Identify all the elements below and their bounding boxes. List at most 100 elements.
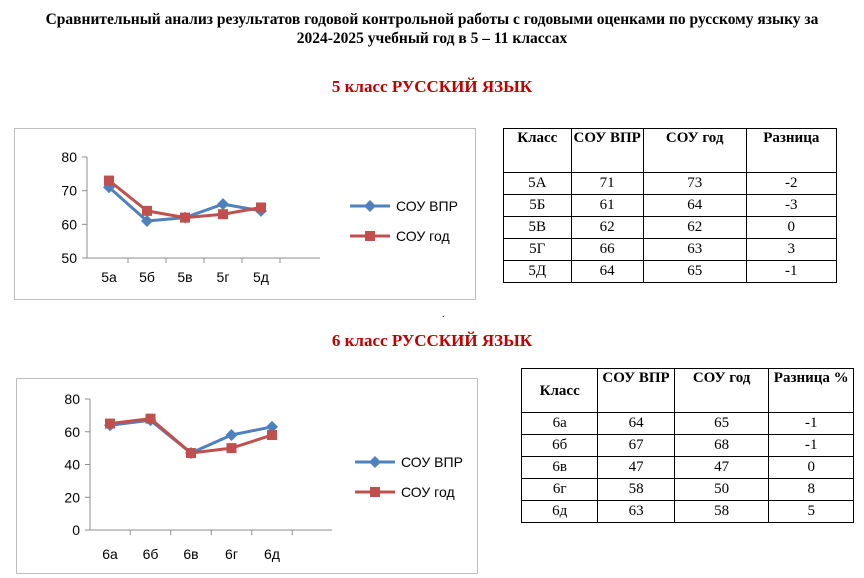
col-header-class: Класс bbox=[520, 368, 599, 413]
stray-dot: . bbox=[442, 309, 445, 320]
chart-grade-6-svg: 0 20 40 60 80 6а 6б 6в 6г 6д СОУ ВПР СОУ год bbox=[64, 391, 463, 562]
chart-0-legend-marker-0 bbox=[364, 200, 376, 212]
cell-difference: 3 bbox=[745, 238, 838, 261]
cell-sou-vpr: 58 bbox=[597, 478, 675, 501]
cell-class: 5А bbox=[503, 172, 572, 195]
cell-sou-year: 68 bbox=[673, 434, 770, 457]
col-header-sou-vpr: СОУ ВПР bbox=[597, 368, 675, 413]
chart-0-legend-label-0: СОУ ВПР bbox=[396, 198, 458, 214]
table-row: 6а 64 65 -1 bbox=[520, 412, 854, 435]
chart-0-x-tick-label: 5д bbox=[253, 269, 269, 285]
cell-class: 6в bbox=[520, 456, 599, 479]
cell-sou-year: 50 bbox=[673, 478, 770, 501]
chart-0-point-year bbox=[256, 202, 266, 213]
cell-sou-year: 47 bbox=[673, 456, 770, 479]
cell-class: 5В bbox=[503, 216, 572, 239]
cell-sou-vpr: 71 bbox=[570, 172, 644, 195]
cell-sou-year: 65 bbox=[642, 260, 747, 283]
chart-0-point-vpr bbox=[217, 198, 229, 211]
chart-1-legend-label-1: СОУ год bbox=[401, 484, 455, 500]
chart-0-point-vpr bbox=[141, 214, 153, 227]
chart-0-x-tick-label: 5а bbox=[101, 269, 117, 285]
table-row: 5Г 66 63 3 bbox=[503, 238, 838, 261]
section-heading-grade-6: 6 класс РУССКИЙ ЯЗЫК bbox=[331, 331, 533, 350]
table-row: 6в 47 47 0 bbox=[520, 456, 854, 479]
chart-1-y-tick-label: 40 bbox=[64, 457, 80, 473]
col-header-sou-vpr: СОУ ВПР bbox=[570, 128, 644, 173]
cell-class: 6б bbox=[520, 434, 599, 457]
cell-sou-year: 62 bbox=[642, 216, 747, 239]
chart-grade-5: 50 60 70 80 5а 5б 5в 5г 5д СОУ ВПР СОУ год bbox=[14, 128, 476, 300]
table-row: 5А 71 73 -2 bbox=[503, 172, 838, 195]
cell-sou-year: 63 bbox=[642, 238, 747, 261]
chart-1-point-year bbox=[145, 413, 156, 424]
chart-1-x-tick-label: 6б bbox=[143, 546, 159, 562]
cell-class: 5Б bbox=[503, 194, 572, 217]
chart-0-legend-marker-1 bbox=[365, 231, 375, 241]
table-row: 6г 58 50 8 bbox=[520, 478, 854, 501]
table-header-row: Класс СОУ ВПР СОУ год Разница % bbox=[520, 368, 854, 413]
cell-sou-year: 64 bbox=[642, 194, 747, 217]
cell-sou-year: 73 bbox=[642, 172, 747, 195]
cell-difference: 5 bbox=[768, 500, 854, 523]
chart-0-y-tick-label: 70 bbox=[61, 183, 77, 199]
cell-difference: 8 bbox=[768, 478, 854, 501]
chart-1-legend-marker-1 bbox=[370, 487, 380, 497]
cell-sou-year: 65 bbox=[673, 412, 770, 435]
col-header-sou-year: СОУ год bbox=[642, 128, 747, 173]
cell-sou-vpr: 64 bbox=[570, 260, 644, 283]
chart-1-point-year bbox=[226, 443, 237, 454]
chart-0-point-year bbox=[104, 175, 114, 186]
document-title: Сравнительный анализ результатов годовой… bbox=[45, 11, 819, 47]
chart-1-y-tick-label: 80 bbox=[64, 391, 80, 407]
chart-1-y-tick-label: 0 bbox=[72, 522, 80, 538]
chart-0-point-year bbox=[142, 205, 152, 216]
cell-sou-vpr: 64 bbox=[597, 412, 675, 435]
chart-1-legend-label-0: СОУ ВПР bbox=[401, 454, 463, 470]
cell-difference: -1 bbox=[768, 412, 854, 435]
table-grade-6: Класс СОУ ВПР СОУ год Разница % 6а 64 65 -1… bbox=[520, 368, 854, 523]
cell-difference: -3 bbox=[745, 194, 838, 217]
col-header-difference: Разница % bbox=[768, 368, 854, 413]
col-header-sou-year: СОУ год bbox=[673, 368, 770, 413]
chart-1-point-vpr bbox=[225, 429, 238, 442]
cell-sou-vpr: 67 bbox=[597, 434, 675, 457]
cell-sou-vpr: 47 bbox=[597, 456, 675, 479]
cell-class: 6г bbox=[520, 478, 599, 501]
table-row: 6д 63 58 5 bbox=[520, 500, 854, 523]
table-header-row: Класс СОУ ВПР СОУ год Разница bbox=[503, 128, 838, 173]
table-row: 5В 62 62 0 bbox=[503, 216, 838, 239]
chart-0-legend-label-1: СОУ год bbox=[396, 228, 450, 244]
cell-difference: 0 bbox=[768, 456, 854, 479]
col-header-class: Класс bbox=[503, 128, 572, 173]
chart-0-x-tick-label: 5в bbox=[177, 269, 192, 285]
chart-1-x-tick-label: 6г bbox=[225, 546, 238, 562]
chart-0-y-tick-label: 50 bbox=[61, 250, 77, 266]
chart-0-x-tick-label: 5б bbox=[139, 269, 155, 285]
cell-sou-vpr: 66 bbox=[570, 238, 644, 261]
section-heading-grade-5: 5 класс РУССКИЙ ЯЗЫК bbox=[331, 77, 533, 96]
chart-1-y-tick-label: 20 bbox=[64, 489, 80, 505]
table-row: 5Б 61 64 -3 bbox=[503, 194, 838, 217]
chart-0-point-year bbox=[218, 209, 228, 220]
cell-sou-vpr: 63 bbox=[597, 500, 675, 523]
chart-0-point-year bbox=[180, 212, 190, 223]
chart-1-y-tick-label: 60 bbox=[64, 424, 80, 440]
chart-grade-5-svg: 50 60 70 80 5а 5б 5в 5г 5д СОУ ВПР СОУ год bbox=[61, 149, 458, 285]
chart-1-point-year bbox=[186, 448, 196, 459]
table-row: 6б 67 68 -1 bbox=[520, 434, 854, 457]
chart-1-point-year bbox=[267, 430, 277, 441]
chart-0-x-tick-label: 5г bbox=[217, 269, 230, 285]
cell-sou-vpr: 62 bbox=[570, 216, 644, 239]
cell-class: 5Г bbox=[503, 238, 572, 261]
chart-1-legend-marker-0 bbox=[369, 456, 381, 468]
chart-1-point-year bbox=[105, 418, 115, 429]
cell-difference: 0 bbox=[745, 216, 838, 239]
cell-difference: -2 bbox=[745, 172, 838, 195]
cell-sou-vpr: 61 bbox=[570, 194, 644, 217]
table-row: 5Д 64 65 -1 bbox=[503, 260, 838, 283]
table-grade-5: Класс СОУ ВПР СОУ год Разница 5А 71 73 -2 5… bbox=[503, 128, 838, 283]
chart-1-point-vpr bbox=[266, 420, 278, 433]
col-header-difference: Разница bbox=[745, 128, 838, 173]
chart-1-x-tick-label: 6в bbox=[183, 546, 198, 562]
